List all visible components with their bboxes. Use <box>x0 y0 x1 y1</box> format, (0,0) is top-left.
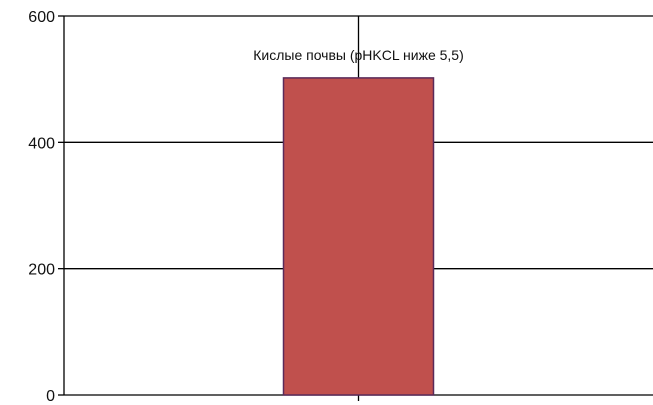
y-tick-label-600: 600 <box>28 9 55 26</box>
y-tick-label-0: 0 <box>46 388 55 405</box>
tick-labels: 0 200 400 600 Кислые почвы (pHKCL ниже 5,5) <box>28 9 463 405</box>
y-tick-label-400: 400 <box>28 135 55 152</box>
bar-data-label-0: Кислые почвы (pHKCL ниже 5,5) <box>253 47 464 63</box>
y-tick-label-200: 200 <box>28 262 55 279</box>
bar-0 <box>282 77 435 396</box>
bars <box>282 77 435 396</box>
